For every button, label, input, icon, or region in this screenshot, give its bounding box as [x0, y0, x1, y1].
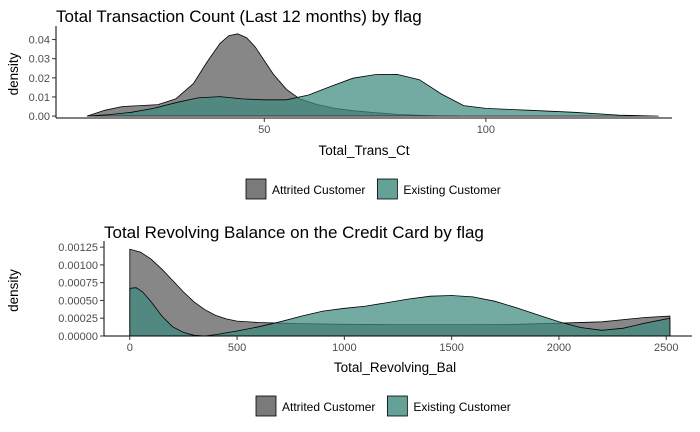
x-tick-label: 100	[477, 124, 495, 136]
density-area-attrited	[129, 248, 671, 337]
chart-2: Total Revolving Balance on the Credit Ca…	[6, 223, 692, 417]
y-tick-label: 0.00100	[58, 260, 98, 272]
x-tick-label: 2000	[547, 342, 571, 354]
x-tick-label: 500	[228, 342, 246, 354]
y-tick-label: 0.04	[29, 35, 50, 47]
y-tick-label: 0.01	[29, 92, 50, 104]
chart-title: Total Revolving Balance on the Credit Ca…	[104, 223, 484, 242]
chart-1: Total Transaction Count (Last 12 months)…	[6, 7, 672, 200]
legend-label: Attrited Customer	[282, 400, 375, 414]
x-tick-label: 2500	[654, 342, 678, 354]
x-axis-label: Total_Trans_Ct	[318, 143, 409, 158]
density-area-existing	[86, 73, 659, 117]
density-area-existing	[129, 287, 671, 337]
y-tick-label: 0.00025	[58, 313, 98, 325]
x-tick-label: 1500	[439, 342, 463, 354]
chart-title: Total Transaction Count (Last 12 months)…	[56, 7, 422, 26]
x-axis-label: Total_Revolving_Bal	[334, 360, 456, 375]
legend-swatch-existing	[386, 395, 408, 417]
y-tick-label: 0.00075	[58, 278, 98, 290]
legend-label: Existing Customer	[413, 400, 510, 414]
y-tick-label: 0.00000	[58, 331, 98, 343]
legend-swatch-attrited	[245, 178, 267, 200]
legend-label: Attrited Customer	[272, 183, 365, 197]
y-tick-label: 0.03	[29, 54, 50, 66]
x-tick-label: 50	[258, 124, 270, 136]
y-axis-label: density	[6, 52, 21, 95]
legend-label: Existing Customer	[403, 183, 500, 197]
legend: Attrited Customer Existing Customer	[245, 178, 501, 200]
legend-swatch-existing	[376, 178, 398, 200]
y-tick-label: 0.02	[29, 73, 50, 85]
x-tick-label: 1000	[332, 342, 356, 354]
y-tick-label: 0.00125	[58, 242, 98, 254]
legend: Attrited Customer Existing Customer	[255, 395, 511, 417]
legend-swatch-attrited	[255, 395, 277, 417]
y-tick-label: 0.00	[29, 111, 50, 123]
x-tick-label: 0	[127, 342, 133, 354]
y-tick-label: 0.00050	[58, 295, 98, 307]
y-axis-label: density	[6, 269, 21, 312]
